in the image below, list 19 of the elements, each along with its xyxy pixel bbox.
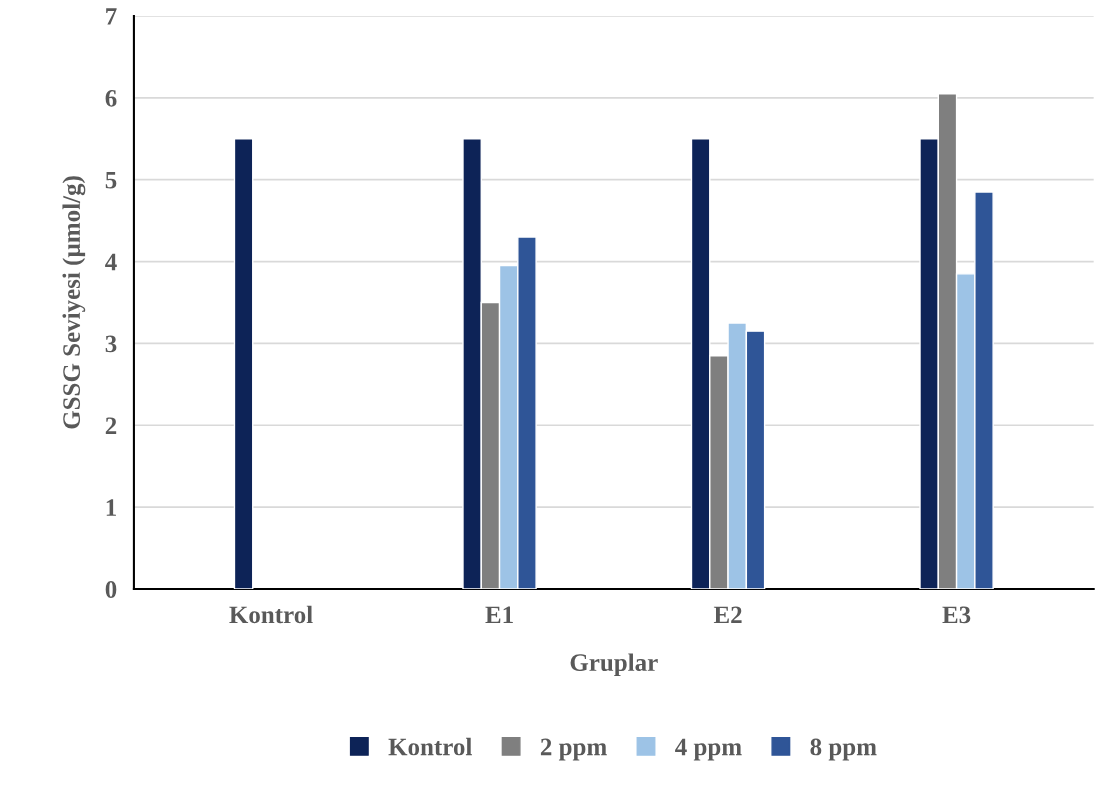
y-tick-label: 0: [105, 581, 117, 598]
legend-label: 4 ppm: [675, 738, 742, 761]
y-tick-label: 4: [105, 253, 117, 271]
legend-label: Kontrol: [388, 737, 472, 756]
y-tick-label: 3: [105, 335, 117, 353]
bar: [233, 138, 254, 590]
x-tick-label: E3: [942, 606, 971, 624]
x-tick-label: E2: [713, 606, 742, 624]
y-tick-label: 5: [105, 171, 117, 189]
x-tick-label: E1: [485, 606, 513, 624]
y-tick-label: 2: [105, 417, 117, 434]
x-axis-title: Gruplar: [570, 653, 658, 677]
y-tick-label: 7: [106, 8, 117, 25]
y-tick-label: 1: [106, 499, 116, 516]
y-axis-title: GSSG Seviyesi (µmol/g): [62, 176, 86, 429]
x-tick-label: Kontrol: [229, 605, 313, 624]
legend-label: 8 ppm: [810, 738, 877, 761]
y-tick-label: 6: [105, 89, 117, 107]
legend-label: 2 ppm: [540, 738, 607, 761]
